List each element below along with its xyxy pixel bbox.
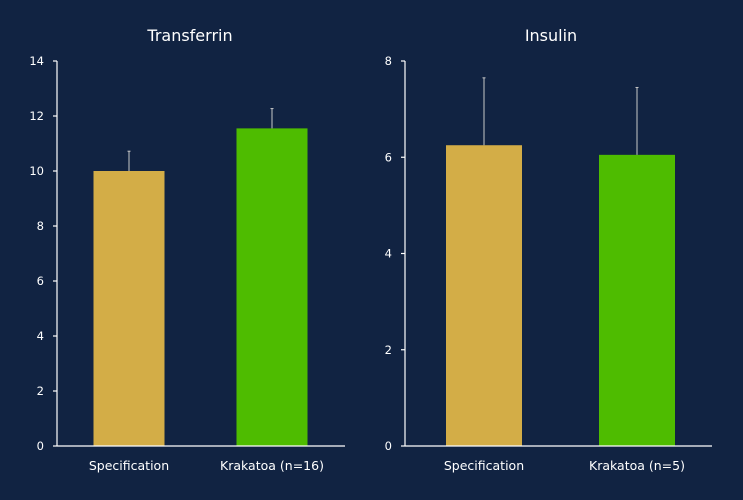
transferrin-y-tick-label-2: 4 bbox=[37, 329, 44, 343]
insulin-bar-krakatoa bbox=[599, 154, 675, 446]
insulin-y-tick-label-4: 8 bbox=[385, 54, 392, 68]
insulin-category-label-0: Specification bbox=[444, 458, 524, 473]
transferrin-bar-krakatoa bbox=[236, 128, 308, 446]
insulin-y-tick-label-3: 6 bbox=[385, 150, 392, 164]
transferrin-bar-specification bbox=[93, 171, 165, 446]
transferrin-y-tick-label-7: 14 bbox=[29, 54, 44, 68]
transferrin-category-label-1: Krakatoa (n=16) bbox=[220, 458, 324, 473]
insulin-y-tick-label-1: 2 bbox=[385, 343, 392, 357]
transferrin-y-tick-label-0: 0 bbox=[37, 439, 44, 453]
transferrin-y-tick-label-1: 2 bbox=[37, 384, 44, 398]
insulin-y-tick-label-0: 0 bbox=[385, 439, 392, 453]
insulin-bar-specification bbox=[446, 145, 522, 446]
transferrin-chart-title: Transferrin bbox=[146, 26, 232, 45]
transferrin-y-tick-label-6: 12 bbox=[29, 109, 44, 123]
transferrin-category-label-0: Specification bbox=[89, 458, 169, 473]
insulin-chart-title: Insulin bbox=[525, 26, 577, 45]
transferrin-y-tick-label-5: 10 bbox=[29, 164, 44, 178]
insulin-y-tick-label-2: 4 bbox=[385, 247, 392, 261]
transferrin-y-tick-label-3: 6 bbox=[37, 274, 44, 288]
insulin-category-label-1: Krakatoa (n=5) bbox=[589, 458, 685, 473]
transferrin-y-tick-label-4: 8 bbox=[37, 219, 44, 233]
